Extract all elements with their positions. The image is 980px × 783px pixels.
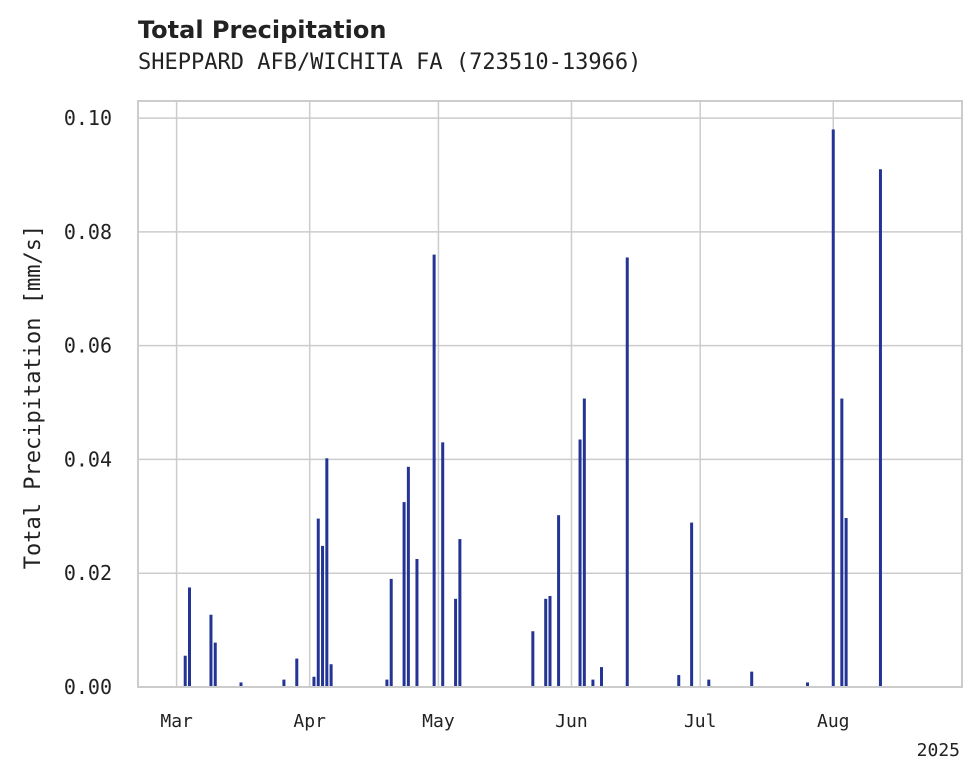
precip-bar	[325, 458, 329, 687]
precip-bar	[402, 502, 406, 687]
precip-bar	[878, 169, 882, 687]
y-tick-label: 0.06	[64, 334, 112, 358]
precip-bar	[750, 671, 754, 687]
y-tick-label: 0.10	[64, 106, 112, 130]
y-tick-label: 0.02	[64, 561, 112, 585]
precip-bar	[831, 129, 835, 688]
precip-bar	[591, 679, 595, 687]
x-tick-label: Jul	[684, 711, 717, 732]
y-axis-label: Total Precipitation [mm/s]	[21, 225, 46, 569]
year-label: 2025	[917, 740, 960, 761]
precip-bar	[321, 545, 325, 687]
x-tick-label: Mar	[160, 711, 193, 732]
precip-bar	[578, 439, 582, 687]
precip-bar	[415, 558, 419, 687]
precip-bar	[690, 522, 694, 687]
x-tick-label: Jun	[555, 711, 588, 732]
precip-bar	[406, 466, 410, 687]
precip-bar	[188, 587, 191, 687]
precip-bar	[677, 675, 681, 687]
precip-bar	[707, 679, 711, 687]
precip-bar	[295, 658, 299, 687]
plot-frame	[137, 100, 963, 688]
precip-bar	[548, 595, 552, 687]
precip-bar	[531, 631, 535, 687]
precip-bar	[213, 642, 217, 687]
precip-bar	[282, 679, 286, 687]
x-tick-label: Apr	[293, 711, 326, 732]
precip-bar	[209, 614, 213, 687]
x-tick-label: May	[422, 711, 455, 732]
precip-bar	[441, 442, 445, 687]
precip-bar	[239, 682, 243, 687]
precip-bar	[389, 578, 393, 687]
precip-bar	[600, 667, 603, 687]
precip-bar	[432, 254, 436, 688]
precip-bar	[844, 518, 848, 687]
precip-bar	[385, 679, 389, 687]
precip-bar	[582, 398, 586, 687]
y-tick-label: 0.00	[64, 675, 112, 699]
chart-title: Total Precipitation	[138, 16, 387, 44]
precip-bar	[329, 664, 333, 687]
precip-bar	[458, 539, 462, 687]
chart-subtitle: SHEPPARD AFB/WICHITA FA (723510-13966)	[138, 50, 642, 75]
y-axis-ticks: 0.00 0.02 0.04 0.06 0.08 0.10	[64, 106, 112, 699]
y-tick-label: 0.04	[64, 447, 112, 471]
precip-bar	[183, 655, 187, 687]
data-bars	[183, 129, 882, 688]
precip-bar	[557, 515, 561, 687]
x-tick-label: Aug	[817, 711, 850, 732]
precip-bar	[312, 676, 316, 687]
precip-bar	[544, 598, 548, 687]
precip-bar	[840, 398, 844, 687]
x-axis-ticks: Mar Apr May Jun Jul Aug	[160, 711, 849, 732]
y-tick-label: 0.08	[64, 220, 112, 244]
precip-bar	[806, 682, 809, 687]
precip-bar	[625, 257, 629, 687]
precip-bar	[316, 518, 320, 687]
precip-bar	[454, 598, 458, 687]
